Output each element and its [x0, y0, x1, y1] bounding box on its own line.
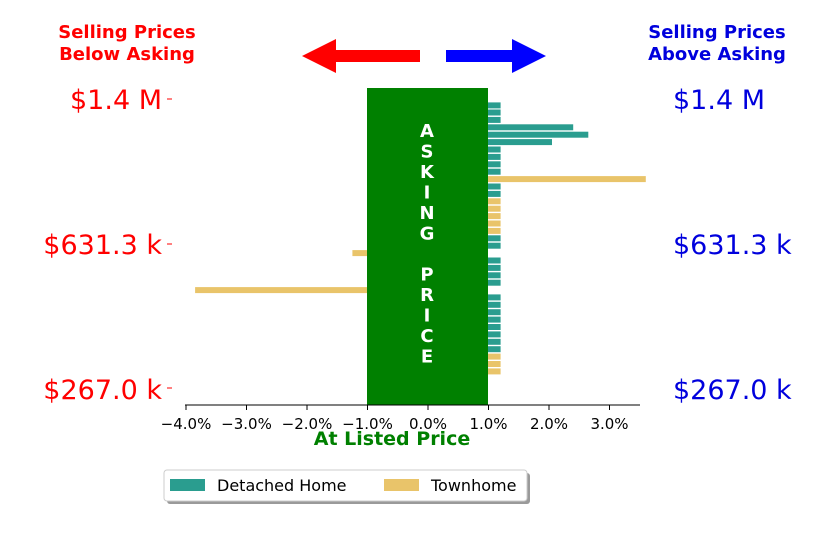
- right-header-line2: Above Asking: [648, 44, 786, 65]
- right-price-high: $1.4 M: [673, 85, 765, 116]
- left-price-low: $267.0 k: [43, 375, 162, 406]
- bar-detached-3: [428, 124, 574, 131]
- right-price-mid: $631.3 k: [673, 230, 792, 261]
- asking-letter-9: I: [424, 306, 431, 327]
- asking-letter-5: G: [420, 224, 435, 245]
- asking-letter-8: R: [420, 285, 434, 306]
- x-axis-label: At Listed Price: [314, 428, 470, 450]
- x-tick-label-2: −2.0%: [282, 415, 333, 433]
- legend-swatch-detached: [170, 479, 205, 491]
- bar-townhome-25: [195, 287, 428, 294]
- left-price-mid: $631.3 k: [43, 230, 162, 261]
- asking-letter-7: P: [420, 265, 433, 286]
- bar-detached-5: [428, 139, 552, 146]
- legend: Detached Home Townhome: [163, 469, 530, 504]
- left-header-line2: Below Asking: [59, 44, 195, 65]
- asking-letter-11: E: [421, 347, 433, 368]
- legend-swatch-townhome: [384, 479, 419, 491]
- asking-price-box: [367, 88, 488, 405]
- asking-letter-1: S: [421, 142, 434, 163]
- x-tick-label-5: 1.0%: [469, 415, 507, 433]
- asking-letter-0: A: [420, 121, 434, 142]
- legend-box: [163, 469, 528, 502]
- left-header-line1: Selling Prices: [58, 22, 195, 43]
- below-asking-arrow: [302, 39, 420, 73]
- asking-letter-10: C: [420, 326, 433, 347]
- x-tick-label-6: 2.0%: [530, 415, 568, 433]
- right-header-line1: Selling Prices: [648, 22, 785, 43]
- legend-label-townhome: Townhome: [430, 476, 516, 495]
- x-tick-label-0: −4.0%: [161, 415, 212, 433]
- x-tick-label-4: 0.0%: [409, 415, 447, 433]
- left-price-high: $1.4 M: [70, 85, 162, 116]
- legend-label-detached: Detached Home: [217, 476, 347, 495]
- bar-townhome-10: [428, 176, 646, 183]
- x-tick-label-3: −1.0%: [342, 415, 393, 433]
- right-price-low: $267.0 k: [673, 375, 792, 406]
- asking-letter-3: I: [424, 183, 431, 204]
- x-ticks: −4.0% −3.0% −2.0% −1.0% 0.0% 1.0% 2.0% 3.0%: [161, 405, 629, 433]
- above-asking-arrow: [446, 39, 546, 73]
- asking-letter-2: K: [420, 162, 435, 183]
- asking-letter-4: N: [419, 203, 434, 224]
- x-tick-label-7: 3.0%: [590, 415, 628, 433]
- x-tick-label-1: −3.0%: [221, 415, 272, 433]
- bar-detached-4: [428, 131, 589, 138]
